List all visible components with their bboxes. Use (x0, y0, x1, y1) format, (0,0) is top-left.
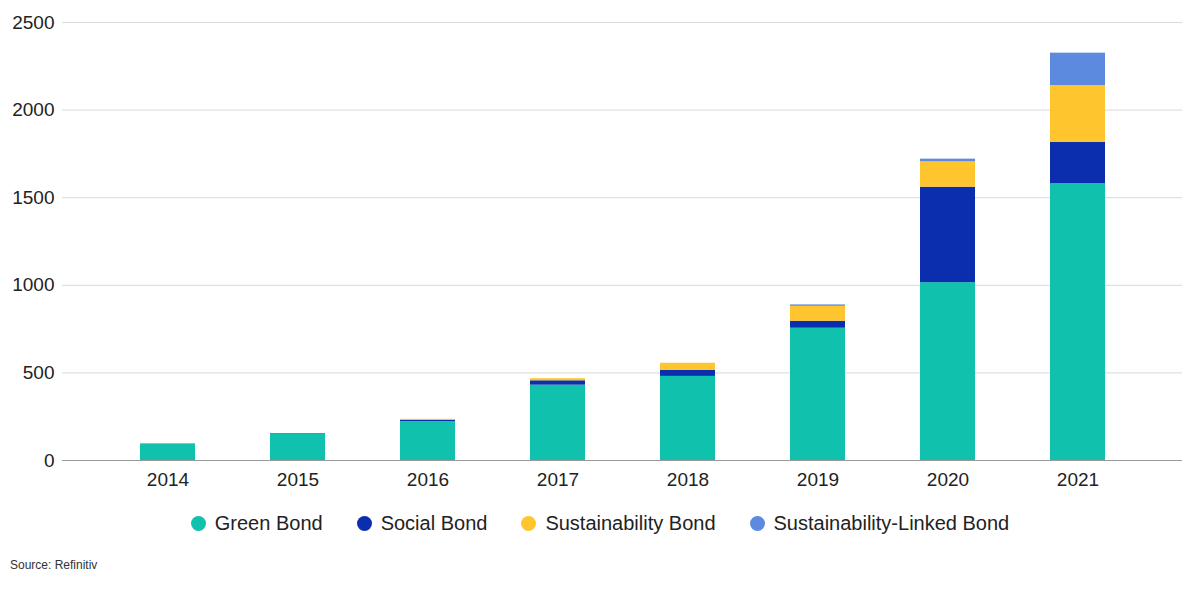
svg-text:2021: 2021 (1057, 469, 1099, 490)
html-text:Source: Refinitiv: Source: Refinitiv (10, 558, 98, 572)
html-text:Sustainability Bond: Sustainability Bond (545, 511, 716, 534)
svg-text:2018: 2018 (667, 469, 709, 490)
svg-text:500: 500 (23, 362, 55, 383)
svg-text:2015: 2015 (277, 469, 319, 490)
html-text:Green Bond: Green Bond (214, 511, 323, 534)
svg-text:2017: 2017 (537, 469, 579, 490)
svg-text:2020: 2020 (927, 469, 969, 490)
svg-text:2500: 2500 (12, 12, 54, 33)
html-text:Social Bond: Social Bond (380, 511, 488, 534)
svg-text:2016: 2016 (407, 469, 449, 490)
html-text:Sustainability-Linked Bond: Sustainability-Linked Bond (773, 511, 1010, 534)
svg-text:1500: 1500 (12, 187, 54, 208)
svg-text:2014: 2014 (147, 469, 190, 490)
svg-text:2000: 2000 (12, 99, 54, 120)
svg-text:1000: 1000 (12, 274, 54, 295)
svg-text:2019: 2019 (797, 469, 839, 490)
svg-text:0: 0 (44, 450, 55, 471)
